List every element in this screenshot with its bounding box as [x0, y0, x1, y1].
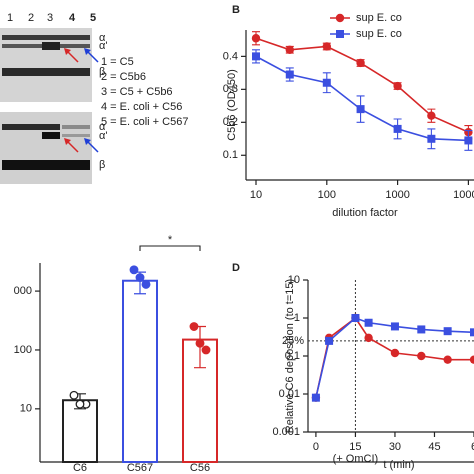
- x-tick-label: 30: [389, 441, 401, 453]
- marker: [356, 58, 365, 68]
- marker: [390, 322, 399, 331]
- lane-label: 3: [47, 12, 53, 24]
- category-label: C56: [189, 462, 211, 474]
- data-point: [75, 399, 85, 409]
- category-label: C6 only: [72, 462, 88, 474]
- legend-label: sup E. co: [356, 28, 402, 40]
- legend-text: 1 = C5: [101, 56, 134, 68]
- data-point: [201, 345, 211, 355]
- marker: [252, 52, 260, 61]
- x-tick-label: 100: [318, 189, 336, 201]
- lane-label: 4: [69, 12, 76, 24]
- y-tick-label: 0.001: [272, 426, 300, 438]
- marker: [390, 348, 400, 358]
- y-tick-label: 000: [14, 285, 32, 297]
- y-tick-label: 100: [14, 344, 32, 356]
- blot-bottom: [0, 112, 92, 184]
- marker: [470, 328, 474, 337]
- band-label: β: [99, 66, 105, 78]
- x-tick-label: 1000: [385, 189, 409, 201]
- lane-label: 1: [7, 12, 13, 24]
- y-axis-label: Relative C6 deposition (to t=15): [284, 279, 296, 433]
- y-tick-label: 0.3: [223, 83, 238, 95]
- marker: [393, 124, 402, 133]
- vline-label: (+ OmCI): [333, 453, 379, 465]
- marker: [285, 70, 294, 79]
- marker: [417, 351, 426, 361]
- marker: [322, 78, 331, 87]
- legend-text: 3 = C5 + C5b6: [101, 86, 173, 98]
- marker: [364, 333, 373, 343]
- marker: [469, 355, 474, 364]
- x-axis-label: dilution factor: [332, 207, 398, 219]
- band-label: α': [99, 130, 107, 142]
- marker: [464, 136, 473, 145]
- legend-text: 5 = E. coli + C567: [101, 116, 188, 128]
- series-line: [255, 55, 469, 142]
- category-label: C567: [126, 462, 154, 474]
- bar: [122, 279, 158, 463]
- x-tick-label: 15: [349, 441, 361, 453]
- significance-bracket: [139, 245, 201, 251]
- x-tick-label: 6: [471, 441, 474, 453]
- data-point: [141, 279, 151, 289]
- marker: [443, 355, 452, 364]
- marker: [417, 325, 426, 334]
- data-point: [189, 322, 199, 331]
- reference-label: 25%: [282, 335, 304, 347]
- marker: [443, 327, 452, 336]
- y-tick-label: 10: [20, 403, 32, 415]
- panel-letter: D: [232, 262, 240, 274]
- band-label: α: [99, 32, 106, 44]
- y-tick-label: 0.01: [279, 388, 300, 400]
- band-label: β: [99, 159, 105, 171]
- x-axis-label: t (min): [383, 459, 414, 471]
- data-point: [129, 265, 139, 275]
- x-tick-label: 0: [313, 441, 319, 453]
- lane-label: 2: [28, 12, 34, 24]
- data-point: [69, 390, 79, 400]
- blot-top: [0, 28, 92, 102]
- y-axis-label: C5b6 (OD450): [226, 69, 238, 141]
- band-label: α: [99, 121, 106, 133]
- y-tick-label: 1: [294, 312, 300, 324]
- lane-label: 5: [90, 12, 96, 24]
- legend-text: 4 = E. coli + C56: [101, 101, 182, 113]
- marker: [325, 336, 334, 345]
- marker: [322, 42, 331, 51]
- marker: [356, 105, 365, 114]
- y-tick-label: 0.4: [223, 50, 238, 62]
- series-line: [315, 316, 474, 398]
- x-tick-label: 45: [428, 441, 440, 453]
- y-tick-label: 0.1: [285, 350, 300, 362]
- marker: [427, 134, 436, 143]
- panel-letter: B: [232, 4, 240, 16]
- data-point: [135, 273, 145, 282]
- marker: [351, 314, 360, 322]
- bar: [62, 399, 98, 464]
- marker: [364, 318, 373, 327]
- y-tick-label: 10: [288, 274, 300, 286]
- panel: 0.001 0.01 0.1 1 10 0 15 30 45 6 D Relative C6 depo…: [232, 262, 474, 471]
- blot-arrows: [64, 48, 99, 153]
- band-label: α': [99, 40, 107, 52]
- y-tick-label: 0.1: [223, 149, 238, 161]
- series-line: [315, 317, 474, 398]
- marker: [393, 81, 402, 91]
- y-tick-label: 0.2: [223, 116, 238, 128]
- marker: [251, 34, 261, 43]
- marker: [311, 393, 320, 402]
- x-tick-label: 10: [250, 189, 262, 201]
- legend-label: sup E. co: [356, 12, 402, 24]
- legend-text: 2 = C5b6: [101, 71, 146, 83]
- marker: [427, 111, 436, 120]
- significance-label: *: [168, 234, 173, 246]
- data-point: [195, 338, 205, 348]
- marker: [285, 45, 294, 54]
